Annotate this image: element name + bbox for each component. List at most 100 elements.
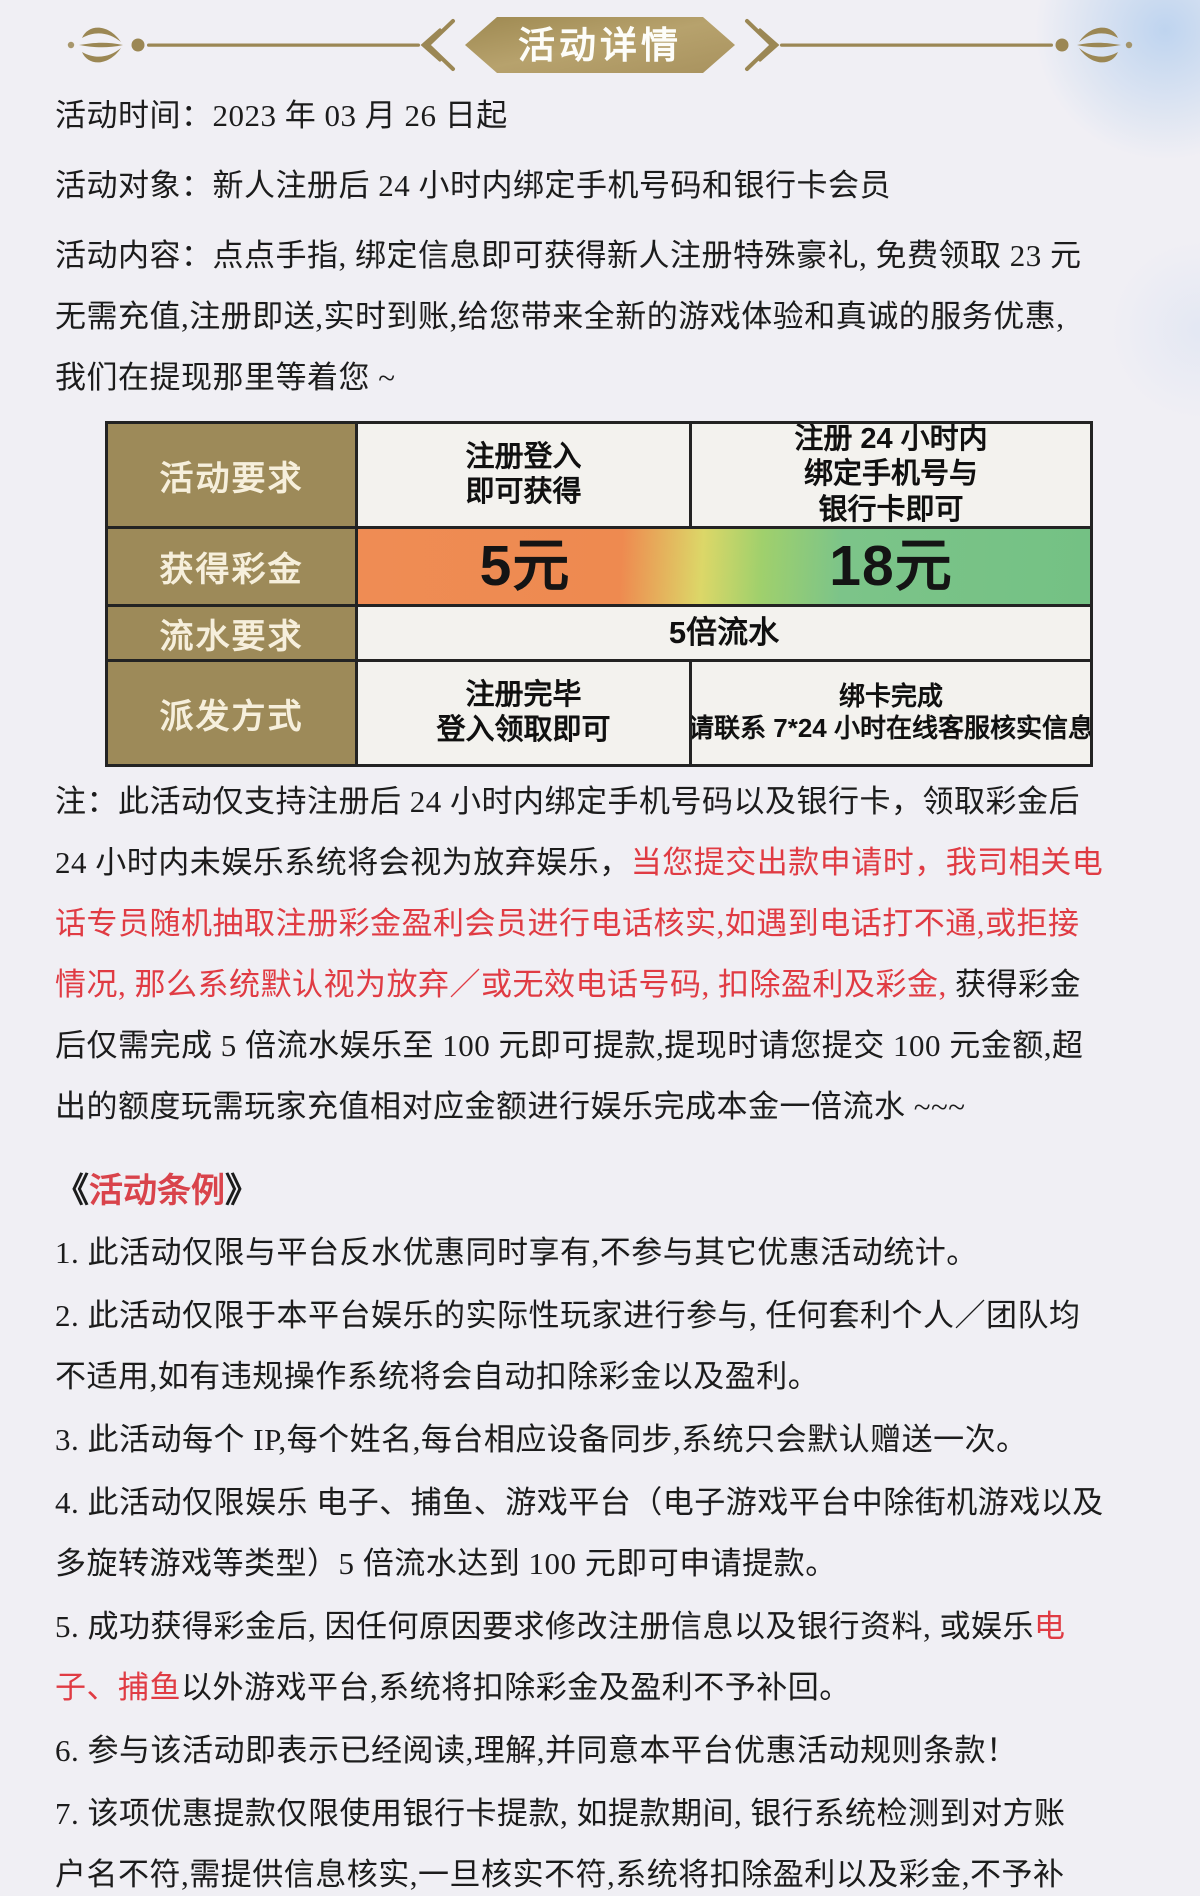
text-line: 我们在提现那里等着您 ~: [55, 347, 1150, 408]
text-segment: 《: [55, 1173, 89, 1210]
text-segment: 无需充值,注册即送,实时到账,给您带来全新的游戏体验和真诚的服务优惠,: [55, 299, 1065, 334]
highlighted-text: 电: [1034, 1609, 1066, 1644]
fleur-ornament-right-icon: [1055, 27, 1133, 63]
text-line: 注：此活动仅支持注册后 24 小时内绑定手机号码以及银行卡，领取彩金后: [55, 771, 1150, 832]
text-line: 24 小时内未娱乐系统将会视为放弃娱乐，当您提交出款申请时，我司相关电: [55, 832, 1150, 893]
highlighted-text: 话专员随机抽取注册彩金盈利会员进行电话核实,如遇到电话打不通,或拒接: [55, 906, 1080, 941]
divider-line-right: [780, 43, 1053, 47]
text-segment: 活动时间：2023 年 03 月 26 日起: [55, 98, 508, 133]
table-cell-line: 绑定手机号与: [803, 458, 978, 491]
table-cell-bindcard-done: 绑卡完成 请联系 7*24 小时在线客服核实信息: [692, 662, 1090, 764]
text-segment: 2. 此活动仅限于本平台娱乐的实际性玩家进行参与, 任何套利个人／团队均: [55, 1298, 1081, 1333]
paragraph: 7. 该项优惠提款仅限使用银行卡提款, 如提款期间, 银行系统检测到对方账 户名不…: [55, 1783, 1150, 1896]
paragraph: 5. 成功获得彩金后, 因任何原因要求修改注册信息以及银行资料, 或娱乐电 子、捕…: [55, 1596, 1150, 1718]
text-line: 7. 该项优惠提款仅限使用银行卡提款, 如提款期间, 银行系统检测到对方账: [55, 1783, 1150, 1844]
divider-line-left: [147, 43, 420, 47]
text-segment: 活动对象：新人注册后 24 小时内绑定手机号码和银行卡会员: [55, 168, 891, 203]
text-line: 出的额度玩需玩家充值相对应金额进行娱乐完成本金一倍流水 ~~~: [55, 1076, 1150, 1137]
highlighted-text: 子、捕鱼: [55, 1670, 181, 1705]
text-line: 不适用,如有违规操作系统将会自动扣除彩金以及盈利。: [55, 1346, 1150, 1407]
text-segment: 后仅需完成 5 倍流水娱乐至 100 元即可提款,提现时请您提交 100 元金额…: [55, 1028, 1084, 1063]
table-row-distribution: 派发方式 注册完毕 登入领取即可 绑卡完成 请联系 7*24 小时在线客服核实信息: [108, 662, 1090, 764]
text-segment: 6. 参与该活动即表示已经阅读,理解,并同意本平台优惠活动规则条款！: [55, 1733, 1018, 1768]
bonus-gradient-cell: 5元 18元: [358, 529, 1090, 604]
text-line: 活动内容：点点手指, 绑定信息即可获得新人注册特殊豪礼, 免费领取 23 元: [55, 225, 1150, 286]
rules-heading: 《活动条例》: [55, 1161, 1150, 1222]
text-line: 活动时间：2023 年 03 月 26 日起: [55, 85, 1150, 146]
table-cell-line: 注册 24 小时内: [794, 424, 988, 455]
paragraph: 1. 此活动仅限与平台反水优惠同时享有,不参与其它优惠活动统计。: [55, 1222, 1150, 1283]
highlighted-text: 情况, 那么系统默认视为放弃／或无效电话号码, 扣除盈利及彩金,: [55, 967, 955, 1002]
table-row-requirement: 活动要求 注册登入 即可获得 注册 24 小时内 绑定手机号与 银行卡即可: [108, 424, 1090, 526]
text-segment: 5. 成功获得彩金后, 因任何原因要求修改注册信息以及银行资料, 或娱乐: [55, 1609, 1034, 1644]
header-decoration: [67, 17, 1133, 73]
bonus-amount-18yuan: 18元: [829, 533, 953, 598]
table-cell-line: 银行卡即可: [818, 493, 964, 526]
chevron-left-icon: [420, 19, 455, 71]
text-segment: 多旋转游戏等类型）5 倍流水达到 100 元即可申请提款。: [55, 1546, 837, 1581]
text-segment: 获得彩金: [955, 967, 1081, 1002]
highlighted-text: 活动条例: [89, 1173, 225, 1210]
text-line: 6. 参与该活动即表示已经阅读,理解,并同意本平台优惠活动规则条款！: [55, 1720, 1150, 1781]
content: 活动时间：2023 年 03 月 26 日起活动对象：新人注册后 24 小时内绑…: [0, 85, 1200, 1896]
text-segment: 4. 此活动仅限娱乐 电子、捕鱼、游戏平台（电子游戏平台中除街机游戏以及: [55, 1485, 1104, 1520]
text-line: 情况, 那么系统默认视为放弃／或无效电话号码, 扣除盈利及彩金, 获得彩金: [55, 954, 1150, 1015]
title-badge: [465, 17, 735, 73]
table-cell-line: 注册完毕: [465, 678, 582, 711]
text-line: 活动对象：新人注册后 24 小时内绑定手机号码和银行卡会员: [55, 155, 1150, 216]
highlighted-text: 当您提交出款申请时，我司相关电: [630, 845, 1104, 880]
text-segment: 我们在提现那里等着您 ~: [55, 360, 396, 395]
text-line: 子、捕鱼以外游戏平台,系统将扣除彩金及盈利不予补回。: [55, 1657, 1150, 1718]
fleur-ornament-left-icon: [67, 27, 145, 63]
table-cell-register-done: 注册完毕 登入领取即可: [358, 662, 689, 764]
paragraph: 3. 此活动每个 IP,每个姓名,每台相应设备同步,系统只会默认赠送一次。: [55, 1409, 1150, 1470]
text-line: 4. 此活动仅限娱乐 电子、捕鱼、游戏平台（电子游戏平台中除街机游戏以及: [55, 1472, 1150, 1533]
chevron-right-icon: [745, 19, 780, 71]
text-line: 话专员随机抽取注册彩金盈利会员进行电话核实,如遇到电话打不通,或拒接: [55, 893, 1150, 954]
text-segment: 7. 该项优惠提款仅限使用银行卡提款, 如提款期间, 银行系统检测到对方账: [55, 1796, 1066, 1831]
text-segment: 户名不符,需提供信息核实,一旦核实不符,系统将扣除盈利以及彩金,不予补: [55, 1857, 1065, 1892]
table-header-turnover: 流水要求: [108, 607, 355, 659]
table-cell-line: 绑卡完成: [838, 681, 943, 712]
text-segment: 》: [225, 1173, 259, 1210]
text-line: 1. 此活动仅限与平台反水优惠同时享有,不参与其它优惠活动统计。: [55, 1222, 1150, 1283]
text-line: 3. 此活动每个 IP,每个姓名,每台相应设备同步,系统只会默认赠送一次。: [55, 1409, 1150, 1470]
table-cell-line: 登入领取即可: [436, 714, 611, 746]
text-segment: 注：此活动仅支持注册后 24 小时内绑定手机号码以及银行卡，领取彩金后: [55, 784, 1080, 819]
table-cell-line: 请联系 7*24 小时在线客服核实信息: [692, 713, 1090, 743]
paragraph: 4. 此活动仅限娱乐 电子、捕鱼、游戏平台（电子游戏平台中除街机游戏以及 多旋转游…: [55, 1472, 1150, 1594]
table-cell-line: 注册登入: [465, 440, 582, 473]
note-paragraph: 注：此活动仅支持注册后 24 小时内绑定手机号码以及银行卡，领取彩金后 24 小时…: [55, 771, 1150, 1137]
rules-list: 1. 此活动仅限与平台反水优惠同时享有,不参与其它优惠活动统计。 2. 此活动仅限…: [55, 1222, 1150, 1896]
section-title: 活动详情: [518, 25, 682, 66]
table-header-distribution: 派发方式: [108, 662, 355, 764]
table-cell-turnover: 5倍流水: [358, 607, 1090, 659]
text-line: 户名不符,需提供信息核实,一旦核实不符,系统将扣除盈利以及彩金,不予补: [55, 1844, 1150, 1896]
table-header-requirement: 活动要求: [108, 424, 355, 526]
promo-table: 活动要求 注册登入 即可获得 注册 24 小时内 绑定手机号与 银行卡即可 获得彩金 …: [105, 421, 1093, 767]
text-segment: 1. 此活动仅限与平台反水优惠同时享有,不参与其它优惠活动统计。: [55, 1235, 978, 1270]
text-segment: 24 小时内未娱乐系统将会视为放弃娱乐，: [55, 845, 631, 880]
paragraph: 活动内容：点点手指, 绑定信息即可获得新人注册特殊豪礼, 免费领取 23 元无需…: [55, 225, 1150, 408]
table-row-bonus: 获得彩金 5元 18元: [108, 529, 1090, 604]
paragraph: 活动对象：新人注册后 24 小时内绑定手机号码和银行卡会员: [55, 155, 1150, 216]
table-cell-register-login: 注册登入 即可获得: [358, 424, 689, 526]
table-cell-line: 即可获得: [465, 476, 582, 508]
section-header: 活动详情: [0, 0, 1200, 85]
text-segment: 以外游戏平台,系统将扣除彩金及盈利不予补回。: [181, 1670, 851, 1705]
text-line: 无需充值,注册即送,实时到账,给您带来全新的游戏体验和真诚的服务优惠,: [55, 286, 1150, 347]
paragraph: 2. 此活动仅限于本平台娱乐的实际性玩家进行参与, 任何套利个人／团队均 不适用,…: [55, 1285, 1150, 1407]
text-segment: 出的额度玩需玩家充值相对应金额进行娱乐完成本金一倍流水 ~~~: [55, 1089, 966, 1124]
text-line: 5. 成功获得彩金后, 因任何原因要求修改注册信息以及银行资料, 或娱乐电: [55, 1596, 1150, 1657]
text-line: 2. 此活动仅限于本平台娱乐的实际性玩家进行参与, 任何套利个人／团队均: [55, 1285, 1150, 1346]
table-header-bonus: 获得彩金: [108, 529, 355, 604]
table-row-turnover: 流水要求 5倍流水: [108, 607, 1090, 659]
text-line: 后仅需完成 5 倍流水娱乐至 100 元即可提款,提现时请您提交 100 元金额…: [55, 1015, 1150, 1076]
paragraph: 注：此活动仅支持注册后 24 小时内绑定手机号码以及银行卡，领取彩金后 24 小时…: [55, 771, 1150, 1137]
text-segment: 不适用,如有违规操作系统将会自动扣除彩金以及盈利。: [55, 1359, 820, 1394]
text-line: 多旋转游戏等类型）5 倍流水达到 100 元即可申请提款。: [55, 1533, 1150, 1594]
paragraph: 活动时间：2023 年 03 月 26 日起: [55, 85, 1150, 146]
intro-paragraphs: 活动时间：2023 年 03 月 26 日起活动对象：新人注册后 24 小时内绑…: [55, 85, 1150, 408]
bonus-amount-5yuan: 5元: [479, 533, 571, 598]
